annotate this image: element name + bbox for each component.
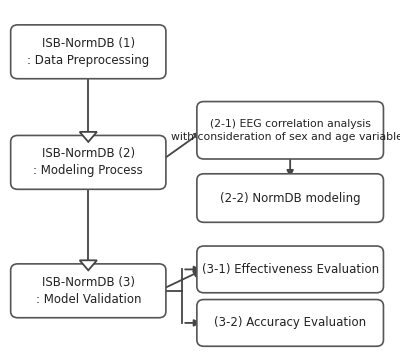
Text: (2-1) EEG correlation analysis
with consideration of sex and age variables: (2-1) EEG correlation analysis with cons… [172,119,400,142]
FancyBboxPatch shape [11,264,166,318]
FancyBboxPatch shape [197,174,384,222]
Text: (3-1) Effectiveness Evaluation: (3-1) Effectiveness Evaluation [202,263,379,276]
FancyBboxPatch shape [197,102,384,159]
Polygon shape [80,132,97,142]
FancyBboxPatch shape [11,25,166,79]
Text: ISB-NormDB (3)
: Model Validation: ISB-NormDB (3) : Model Validation [36,276,141,306]
Text: (2-2) NormDB modeling: (2-2) NormDB modeling [220,191,360,205]
Text: ISB-NormDB (1)
: Data Preprocessing: ISB-NormDB (1) : Data Preprocessing [27,37,150,67]
FancyBboxPatch shape [197,300,384,346]
FancyBboxPatch shape [197,246,384,293]
FancyBboxPatch shape [11,135,166,189]
Text: (3-2) Accuracy Evaluation: (3-2) Accuracy Evaluation [214,316,366,329]
Text: ISB-NormDB (2)
: Modeling Process: ISB-NormDB (2) : Modeling Process [34,147,143,177]
Polygon shape [80,260,97,270]
